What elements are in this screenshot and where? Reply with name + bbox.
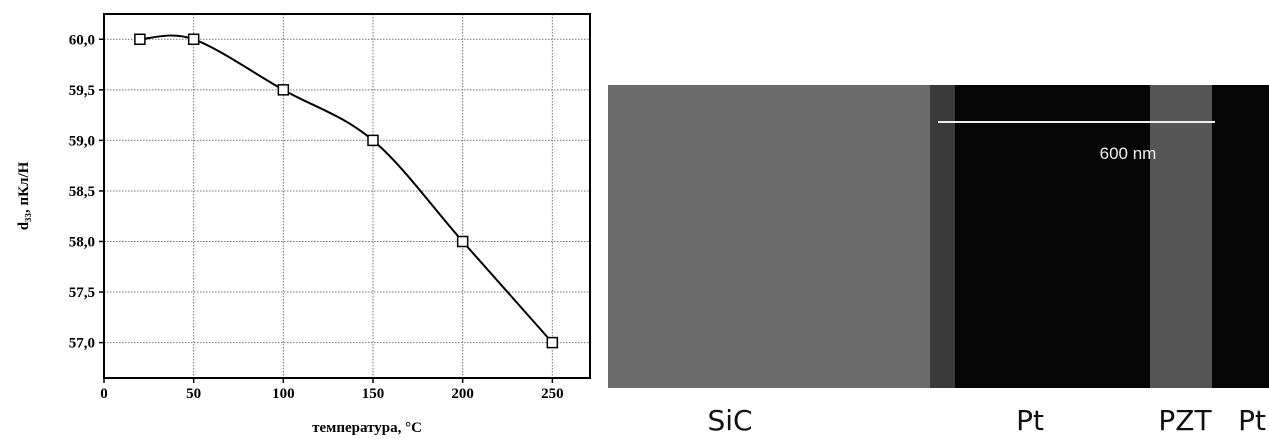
y-tick-label: 60,0 <box>69 32 95 48</box>
point-marker <box>187 33 200 46</box>
point-marker <box>456 235 469 248</box>
layer-label: PZT <box>1158 404 1212 437</box>
y-axis-title: d₃₃, пКл/Н <box>16 161 32 230</box>
x-tick-label: 250 <box>541 386 564 402</box>
y-tick-label: 59,0 <box>69 133 95 149</box>
x-tick-label: 200 <box>451 386 474 402</box>
x-tick-label: 100 <box>272 386 295 402</box>
chart: 57,0 57,5 58,0 58,5 59,0 59,5 60,0 0 50 100 150 200… <box>16 13 591 436</box>
curve <box>139 34 554 344</box>
x-tick-label: 150 <box>362 386 385 402</box>
sic-region <box>608 85 938 388</box>
scale-bar-label: 600 nm <box>1100 144 1157 163</box>
point-marker <box>134 33 146 46</box>
x-tick-label: 0 <box>100 386 108 402</box>
layer-label: Pt <box>1238 404 1266 437</box>
layer-label: SiC <box>707 404 752 437</box>
y-tick-label: 58,0 <box>69 235 95 251</box>
plot-frame <box>103 13 591 379</box>
micrograph: 600 nm SiC Pt PZT Pt <box>608 85 1269 437</box>
point-marker <box>367 134 379 147</box>
y-tick-label: 59,5 <box>69 83 95 99</box>
y-tick-label: 57,5 <box>69 285 95 301</box>
y-tick-label: 57,0 <box>69 336 95 352</box>
y-tick-label: 58,5 <box>69 184 95 200</box>
layer-label: Pt <box>1016 404 1044 437</box>
x-tick-label: 50 <box>186 386 201 402</box>
point-marker <box>546 336 559 349</box>
point-marker <box>277 84 290 96</box>
interface <box>930 85 955 388</box>
x-axis-title: температура, °C <box>312 420 422 436</box>
pzt-region <box>1150 85 1212 388</box>
